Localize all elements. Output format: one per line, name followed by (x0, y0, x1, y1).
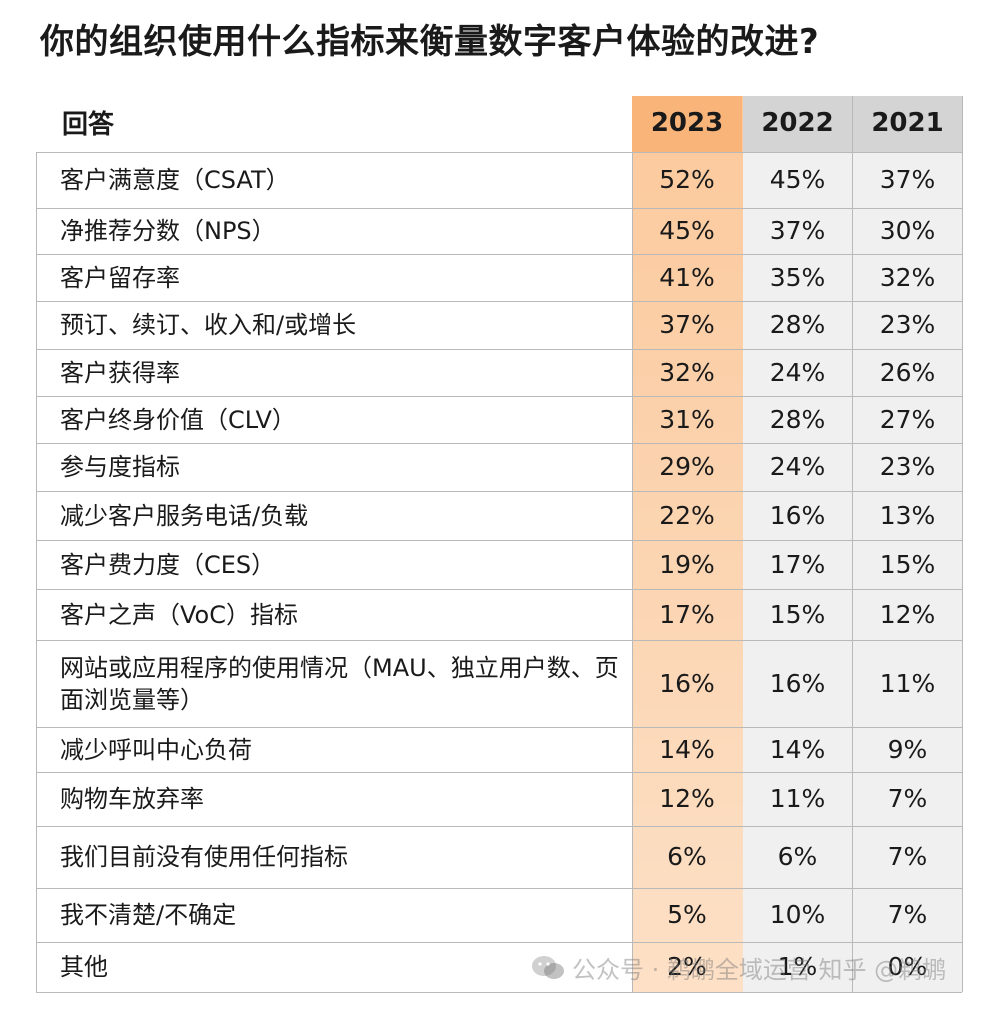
row-value-2022: 28% (769, 310, 826, 339)
row-value-2021: 9% (887, 734, 928, 764)
row-divider (36, 727, 962, 728)
row-value-2023: 29% (659, 452, 715, 481)
row-divider (36, 589, 962, 590)
column-2022-background (743, 96, 853, 992)
row-value-2022: 6% (777, 842, 818, 871)
row-value-2021: 37% (879, 165, 936, 194)
row-divider (36, 826, 962, 827)
row-value-2023: 12% (659, 784, 715, 813)
row-divider (36, 491, 962, 492)
row-value-2022: 14% (769, 734, 826, 764)
row-value-2021: 7% (887, 900, 928, 929)
row-label: 我不清楚/不确定 (60, 901, 237, 929)
row-value-2023: 22% (659, 500, 715, 530)
header-2023-background (632, 96, 742, 152)
row-divider (36, 349, 962, 350)
row-value-2023: 16% (659, 668, 715, 698)
row-value-2023: 6% (667, 842, 707, 871)
row-value-2021: 12% (879, 599, 936, 629)
row-value-2021: 23% (879, 452, 936, 481)
row-value-2021: 23% (879, 310, 936, 339)
header-year-2023: 2023 (650, 108, 724, 138)
row-value-2022: 37% (769, 216, 826, 245)
row-label: 其他 (60, 953, 108, 981)
header-year-2022: 2022 (761, 108, 834, 138)
row-value-2021: 7% (887, 842, 928, 871)
header-2021-background (853, 96, 962, 152)
page-title: 你的组织使用什么指标来衡量数字客户体验的改进? (40, 22, 820, 62)
row-divider (36, 992, 962, 993)
watermark: 公众号 · 鹈鹕全域运营 知乎 @鹈鹕 (530, 950, 946, 985)
row-value-2021: 27% (879, 404, 936, 434)
row-value-2021: 11% (879, 668, 936, 698)
row-label: 净推荐分数（NPS） (60, 217, 276, 245)
row-value-2023: 32% (659, 357, 715, 387)
row-value-2021: 30% (879, 216, 936, 245)
row-value-2023: 41% (659, 262, 715, 292)
row-value-2022: 16% (769, 500, 826, 530)
row-divider (36, 208, 962, 209)
row-label: 我们目前没有使用任何指标 (60, 843, 348, 871)
row-label: 减少呼叫中心负荷 (60, 735, 252, 764)
row-divider (36, 942, 962, 943)
column-2023-background (632, 96, 744, 992)
row-value-2021: 13% (879, 500, 936, 530)
row-label: 预订、续订、收入和/或增长 (60, 311, 357, 339)
column-2021-background (853, 96, 963, 992)
row-divider (36, 640, 962, 641)
row-value-2021: 32% (879, 262, 936, 292)
header-bottom-line (36, 152, 962, 153)
row-label: 客户获得率 (60, 358, 180, 387)
row-value-2022: 24% (769, 357, 826, 387)
row-value-2022: 28% (769, 404, 826, 434)
row-value-2021: 7% (887, 784, 928, 813)
row-label: 参与度指标 (60, 453, 180, 481)
label-column-frame (36, 152, 633, 992)
row-divider (36, 254, 962, 255)
row-label: 网站或应用程序的使用情况（MAU、独立用户数、页面浏览量等） (60, 653, 619, 714)
row-divider (36, 301, 962, 302)
row-divider (36, 396, 962, 397)
row-divider (36, 772, 962, 773)
row-value-2023: 37% (659, 310, 715, 339)
row-value-2022: 11% (769, 784, 826, 813)
row-value-2021: 26% (879, 357, 936, 387)
row-label: 客户终身价值（CLV） (60, 405, 296, 434)
row-value-2023: 5% (667, 900, 707, 929)
row-value-2021: 0% (887, 952, 928, 981)
row-value-2022: 15% (769, 599, 826, 629)
row-value-2022: 17% (769, 549, 826, 579)
row-value-2023: 17% (659, 599, 715, 629)
row-value-2023: 52% (659, 165, 715, 194)
row-value-2023: 2% (667, 952, 707, 981)
row-value-2022: 35% (769, 262, 826, 292)
row-value-2023: 14% (659, 734, 715, 764)
row-value-2022: 1% (777, 952, 818, 981)
row-value-2023: 45% (659, 216, 715, 245)
row-divider (36, 443, 962, 444)
watermark-text: 公众号 · 鹈鹕全域运营 知乎 @鹈鹕 (572, 956, 947, 984)
row-divider (36, 540, 962, 541)
row-label: 客户费力度（CES） (60, 550, 276, 579)
wechat-icon (532, 955, 564, 979)
row-value-2021: 15% (879, 549, 936, 579)
row-label: 减少客户服务电话/负载 (60, 501, 309, 530)
row-label: 客户之声（VoC）指标 (60, 600, 298, 629)
header-year-2021: 2021 (871, 108, 944, 138)
row-value-2022: 45% (769, 165, 826, 194)
row-label: 客户留存率 (60, 263, 180, 292)
row-value-2022: 10% (769, 900, 826, 929)
row-value-2023: 19% (659, 549, 715, 579)
header-answer: 回答 (62, 110, 115, 140)
row-label: 购物车放弃率 (60, 785, 204, 813)
row-divider (36, 888, 962, 889)
row-label: 客户满意度（CSAT） (60, 166, 290, 194)
row-value-2022: 24% (769, 452, 826, 481)
header-2022-background (743, 96, 852, 152)
row-value-2023: 31% (659, 404, 715, 434)
row-value-2022: 16% (769, 668, 826, 698)
